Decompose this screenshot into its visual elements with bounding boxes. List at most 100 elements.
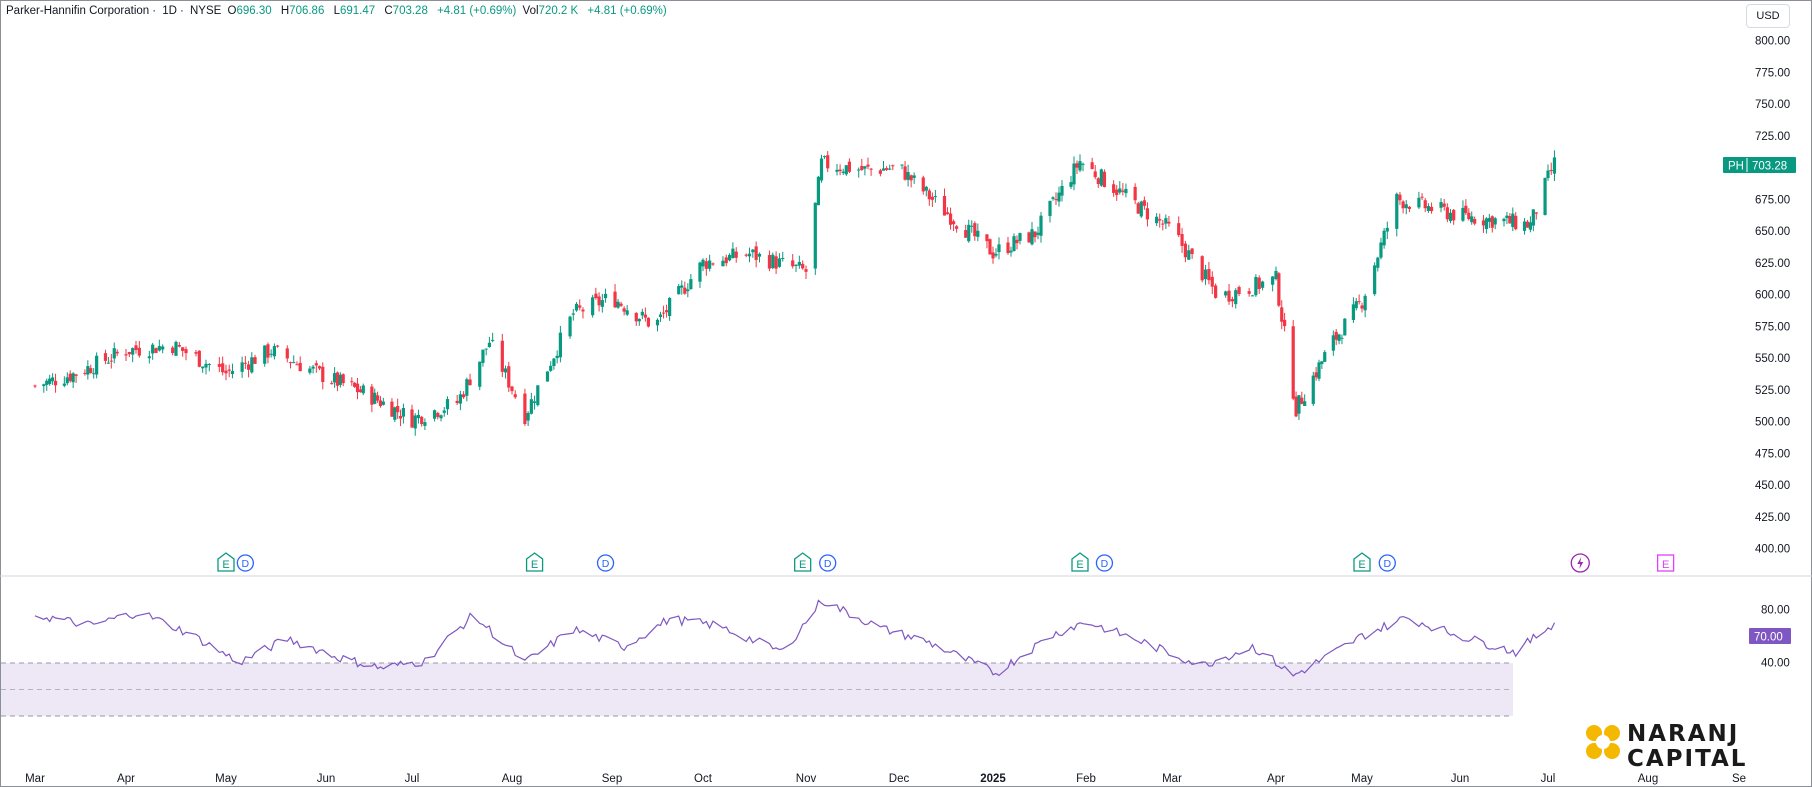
candle — [53, 373, 58, 393]
candle — [1439, 198, 1443, 213]
candle — [881, 161, 886, 171]
candle — [1164, 214, 1168, 230]
price-tick-label: 450.00 — [1755, 480, 1790, 492]
dividend-event-icon[interactable]: D — [1095, 554, 1114, 572]
candle — [1051, 196, 1055, 201]
symbol-legend[interactable]: Parker-Hannifin Corporation · 1D · NYSE O6… — [6, 5, 667, 17]
candle — [927, 188, 931, 206]
open-label: O — [227, 5, 237, 17]
candle — [665, 304, 669, 318]
candle — [230, 363, 235, 379]
candle — [204, 359, 208, 375]
time-tick-label: Jun — [317, 773, 336, 785]
candle — [423, 418, 427, 430]
candle — [1250, 295, 1255, 297]
earnings-event-icon[interactable]: E — [794, 552, 812, 572]
candle — [1373, 262, 1377, 296]
candle — [1379, 237, 1383, 260]
candle — [161, 344, 165, 354]
candle — [885, 166, 889, 172]
candle — [930, 192, 934, 207]
lightning-event-icon[interactable] — [1570, 553, 1590, 573]
candle — [835, 164, 839, 176]
candle — [1473, 216, 1477, 226]
candle — [1227, 283, 1231, 305]
candle — [174, 340, 178, 356]
candle — [1009, 246, 1013, 257]
svg-text:E: E — [799, 559, 806, 571]
earnings-event-icon[interactable]: E — [525, 552, 544, 572]
candle — [552, 357, 556, 370]
candle — [791, 253, 795, 269]
candle — [523, 388, 527, 426]
earnings-event-icon[interactable]: E — [217, 552, 235, 572]
candle — [1072, 156, 1076, 191]
candle — [1487, 213, 1491, 229]
candle — [370, 383, 374, 413]
candle — [640, 308, 644, 320]
time-axis[interactable]: Mar Apr May Jun Jul Aug Sep Oct Nov Dec 2025 Feb Mar… — [25, 773, 1746, 785]
rsi-tag-value: 70.00 — [1754, 632, 1783, 644]
candle — [330, 380, 334, 385]
candle — [442, 406, 446, 417]
candle — [1139, 200, 1143, 218]
candle — [487, 336, 492, 348]
candle — [333, 367, 337, 388]
candle — [1230, 296, 1234, 308]
candle — [1385, 221, 1389, 240]
candle — [115, 349, 119, 357]
candle — [1502, 217, 1506, 227]
candle — [292, 355, 296, 364]
candle — [997, 237, 1001, 260]
candle — [1522, 218, 1527, 235]
candle — [1334, 328, 1338, 346]
candle — [338, 372, 342, 388]
dividend-event-icon[interactable]: D — [236, 554, 255, 572]
symbol-name[interactable]: Parker-Hannifin Corporation — [6, 5, 150, 17]
candle — [253, 354, 257, 365]
rsi-line — [34, 599, 1556, 677]
candle — [1534, 212, 1538, 220]
candle — [777, 253, 782, 268]
earnings-event-icon[interactable]: E — [1353, 552, 1371, 572]
candle — [731, 242, 735, 259]
candle — [1303, 394, 1307, 406]
candle — [532, 395, 537, 410]
candle — [358, 386, 362, 393]
candle — [413, 413, 417, 436]
candle — [1158, 213, 1162, 228]
dividend-event-icon[interactable]: D — [819, 554, 837, 572]
candle — [269, 349, 273, 358]
candle — [207, 363, 211, 372]
candle — [1260, 280, 1265, 291]
candle — [597, 292, 601, 312]
interval[interactable]: 1D — [162, 5, 177, 17]
candle — [246, 360, 251, 378]
candle — [819, 154, 824, 183]
dividend-event-icon[interactable]: D — [1378, 554, 1396, 572]
candle — [1294, 391, 1298, 418]
candle — [361, 383, 365, 396]
candle — [51, 373, 55, 385]
earnings-event-icon[interactable]: E — [1071, 552, 1089, 572]
currency-button[interactable]: USD — [1746, 4, 1790, 28]
candle — [432, 409, 437, 422]
candle — [240, 356, 244, 378]
candle — [42, 383, 46, 393]
candle — [708, 254, 712, 272]
dividend-event-icon[interactable]: D — [596, 554, 615, 572]
candle — [744, 253, 748, 258]
price-tick-label: 775.00 — [1755, 67, 1790, 79]
candle — [1531, 209, 1535, 232]
price-axis[interactable]: 800.00775.00750.00725.00700.00675.00650.… — [1755, 36, 1790, 556]
candle — [154, 347, 158, 354]
earnings-event-icon[interactable]: E — [1656, 554, 1675, 572]
candle — [1093, 164, 1097, 180]
change-value: +4.81 (+0.69%) — [437, 5, 517, 17]
time-tick-label: Jun — [1451, 773, 1470, 785]
candle — [317, 365, 322, 371]
candle — [869, 167, 873, 176]
candle — [62, 376, 66, 388]
candle — [1060, 180, 1064, 202]
